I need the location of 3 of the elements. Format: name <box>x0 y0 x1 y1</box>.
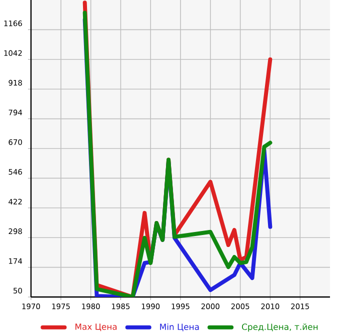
legend-label: Max Цена <box>75 324 117 332</box>
legend-label: Сред.Цена, т.йен <box>242 323 318 332</box>
legend-label: Min Цена <box>160 323 199 332</box>
